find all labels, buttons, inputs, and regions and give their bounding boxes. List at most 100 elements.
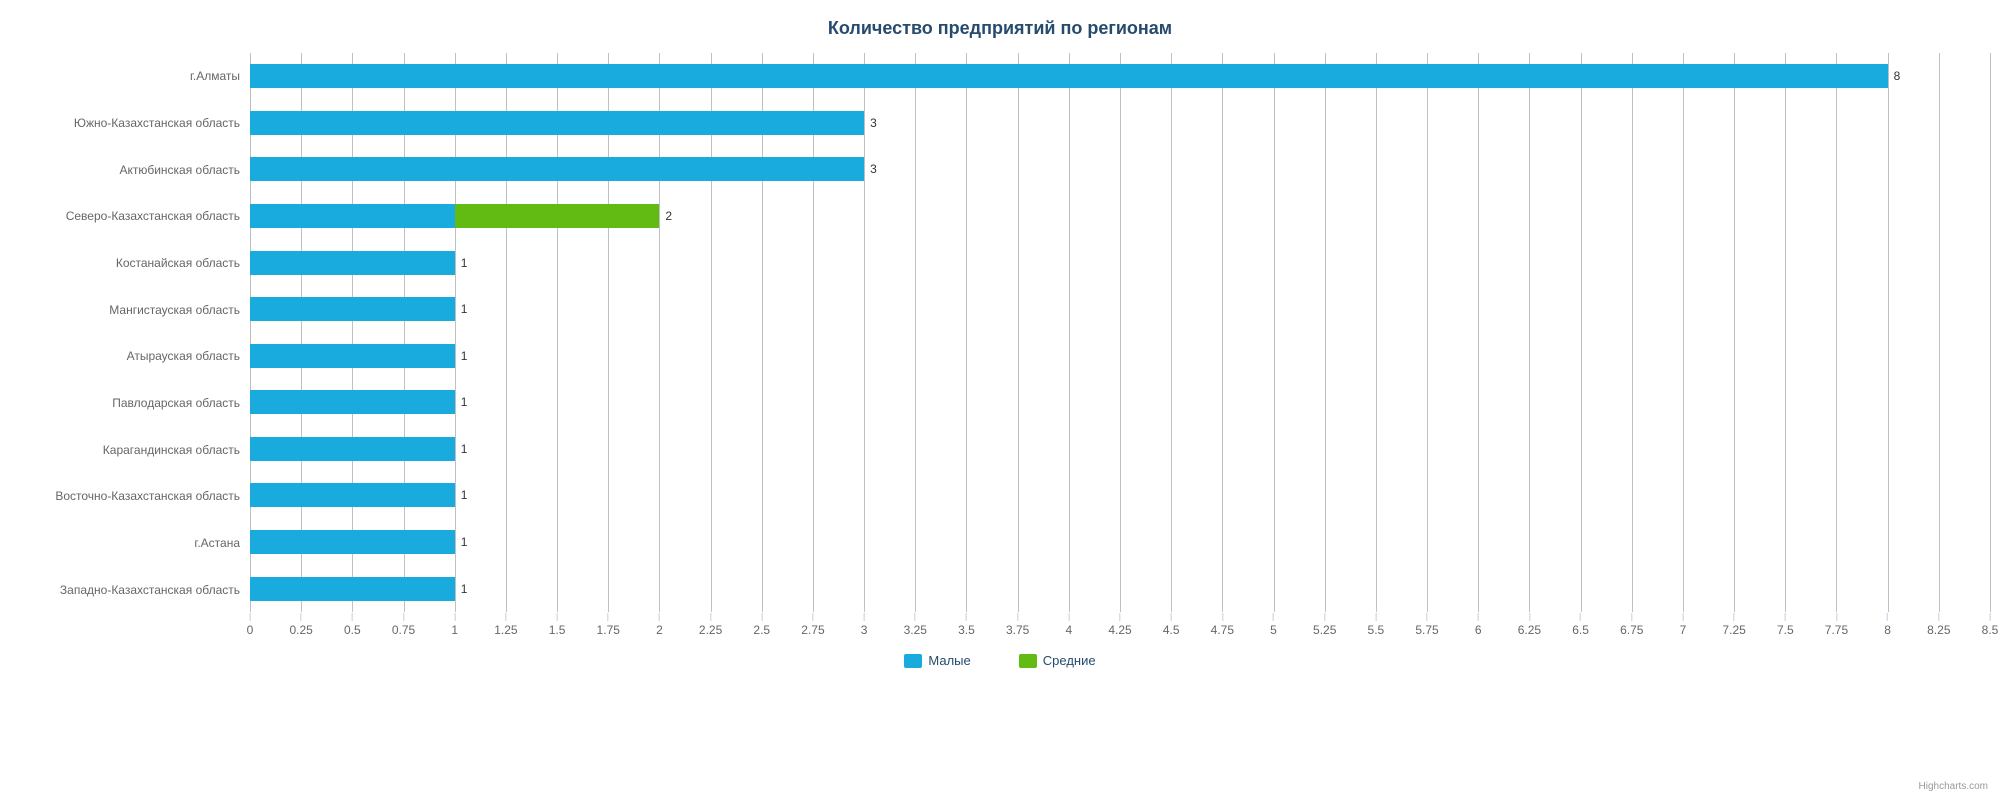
bar-segment[interactable]	[250, 111, 864, 135]
x-tick: 8.5	[1982, 613, 1999, 637]
x-tick-mark	[812, 613, 813, 621]
x-tick: 1.75	[597, 613, 620, 637]
bar-segment[interactable]	[250, 577, 455, 601]
x-tick-mark	[1478, 613, 1479, 621]
x-tick-label: 5	[1270, 623, 1277, 637]
x-tick-label: 6.5	[1572, 623, 1589, 637]
bar-data-label: 2	[659, 209, 672, 223]
x-tick: 2	[656, 613, 663, 637]
x-tick: 5.25	[1313, 613, 1336, 637]
x-tick: 1.5	[549, 613, 566, 637]
x-tick-mark	[250, 613, 251, 621]
x-tick: 1	[451, 613, 458, 637]
x-tick: 7.25	[1722, 613, 1745, 637]
x-tick-mark	[1836, 613, 1837, 621]
x-tick: 3.25	[904, 613, 927, 637]
legend-item[interactable]: Малые	[904, 653, 970, 668]
plot-area: 833211111111	[250, 53, 1990, 613]
x-tick-mark	[1375, 613, 1376, 621]
y-axis-label: Мангистауская область	[10, 288, 240, 332]
x-tick-mark	[1631, 613, 1632, 621]
y-axis-label-text: Южно-Казахстанская область	[74, 116, 240, 130]
grid-line	[1990, 53, 1991, 612]
bar-segment[interactable]	[250, 530, 455, 554]
x-tick-label: 5.25	[1313, 623, 1336, 637]
x-tick: 6.5	[1572, 613, 1589, 637]
x-tick: 0.75	[392, 613, 415, 637]
bar-segment[interactable]	[250, 344, 455, 368]
x-axis: 00.250.50.7511.251.51.7522.252.52.7533.2…	[250, 613, 1990, 641]
x-tick: 5.75	[1415, 613, 1438, 637]
bar-segment[interactable]	[250, 251, 455, 275]
x-tick-mark	[659, 613, 660, 621]
bar-segment[interactable]	[250, 297, 455, 321]
x-tick-label: 3.25	[904, 623, 927, 637]
x-tick-label: 4	[1065, 623, 1072, 637]
y-axis-label: Южно-Казахстанская область	[10, 101, 240, 145]
x-tick-mark	[301, 613, 302, 621]
legend-label: Малые	[928, 653, 970, 668]
bar-row: 1	[250, 241, 1990, 285]
x-tick-mark	[1068, 613, 1069, 621]
x-tick-label: 2.25	[699, 623, 722, 637]
x-tick-mark	[403, 613, 404, 621]
bar-segment[interactable]	[250, 157, 864, 181]
x-tick: 3	[861, 613, 868, 637]
bar-row: 1	[250, 567, 1990, 611]
bar-segment[interactable]	[455, 204, 660, 228]
bar-data-label: 3	[864, 162, 877, 176]
bar-segment[interactable]	[250, 204, 455, 228]
bar-segment[interactable]	[250, 390, 455, 414]
x-tick-mark	[710, 613, 711, 621]
x-tick: 6.75	[1620, 613, 1643, 637]
x-tick-mark	[352, 613, 353, 621]
bar-data-label: 1	[455, 535, 468, 549]
x-tick: 0.25	[289, 613, 312, 637]
x-tick-mark	[1682, 613, 1683, 621]
x-tick-mark	[1222, 613, 1223, 621]
x-tick-mark	[1273, 613, 1274, 621]
bar-stack: 1	[250, 577, 455, 601]
x-tick: 7.75	[1825, 613, 1848, 637]
x-tick-mark	[1938, 613, 1939, 621]
x-tick: 6	[1475, 613, 1482, 637]
bar-data-label: 1	[455, 488, 468, 502]
y-axis-label: Павлодарская область	[10, 381, 240, 425]
y-axis-label-text: г.Астана	[194, 536, 240, 550]
x-tick-label: 7.75	[1825, 623, 1848, 637]
chart-title: Количество предприятий по регионам	[10, 18, 1990, 39]
bar-row: 1	[250, 380, 1990, 424]
y-axis-label-text: Костанайская область	[116, 256, 240, 270]
credits-label[interactable]: Highcharts.com	[1919, 781, 1988, 792]
x-tick-label: 0.75	[392, 623, 415, 637]
bar-segment[interactable]	[250, 437, 455, 461]
x-tick-label: 1.5	[549, 623, 566, 637]
bar-segment[interactable]	[250, 483, 455, 507]
bar-row: 3	[250, 147, 1990, 191]
bar-row: 1	[250, 334, 1990, 378]
x-tick-label: 7	[1680, 623, 1687, 637]
bar-row: 1	[250, 287, 1990, 331]
y-axis-label: Карагандинская область	[10, 428, 240, 472]
x-tick-mark	[608, 613, 609, 621]
bar-row: 8	[250, 54, 1990, 98]
bar-stack: 1	[250, 437, 455, 461]
bars-layer: 833211111111	[250, 53, 1990, 612]
x-tick-label: 0.5	[344, 623, 361, 637]
x-tick-label: 0.25	[289, 623, 312, 637]
y-axis-label: г.Алматы	[10, 54, 240, 98]
x-tick: 4	[1065, 613, 1072, 637]
legend-item[interactable]: Средние	[1019, 653, 1096, 668]
x-tick-label: 7.5	[1777, 623, 1794, 637]
x-tick-label: 8	[1884, 623, 1891, 637]
y-axis-label-text: Восточно-Казахстанская область	[55, 489, 240, 503]
x-tick-mark	[1887, 613, 1888, 621]
y-axis-label-text: Актюбинская область	[119, 163, 240, 177]
chart-container: Количество предприятий по регионам г.Алм…	[0, 0, 2000, 800]
x-tick-label: 3.5	[958, 623, 975, 637]
bar-data-label: 8	[1888, 69, 1901, 83]
x-tick-mark	[966, 613, 967, 621]
x-tick: 4.75	[1211, 613, 1234, 637]
bar-segment[interactable]	[250, 64, 1888, 88]
x-tick: 4.5	[1163, 613, 1180, 637]
